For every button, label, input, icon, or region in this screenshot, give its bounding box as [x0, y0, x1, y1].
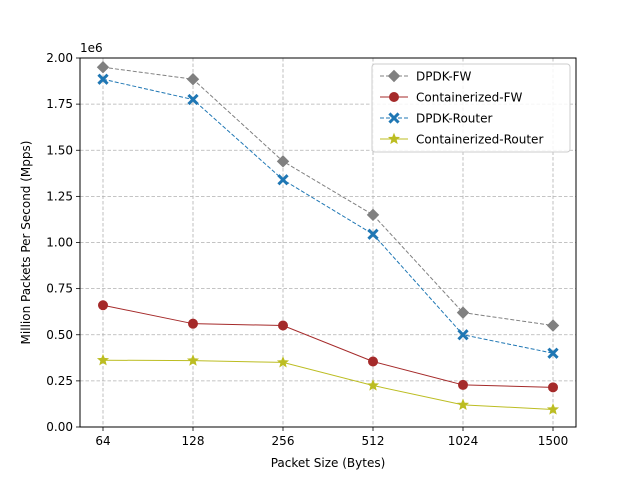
- x-tick-label: 256: [272, 434, 295, 448]
- data-point-dpdk-fw: [456, 306, 470, 319]
- data-point-containerized-router: [456, 398, 470, 410]
- data-point-dpdk-fw: [546, 319, 560, 332]
- y-tick-label: 1.50: [46, 143, 73, 157]
- data-point-containerized-fw: [368, 356, 378, 367]
- data-point-dpdk-fw: [186, 73, 200, 86]
- legend-marker-containerized-router: [387, 132, 401, 145]
- data-point-dpdk-fw: [366, 208, 380, 222]
- series-line-containerized-router: [102, 359, 554, 410]
- legend-marker-dpdk-fw: [387, 69, 401, 83]
- data-point-containerized-fw: [548, 382, 558, 393]
- x-tick-label: 1500: [538, 434, 569, 448]
- data-point-dpdk-router: [367, 228, 379, 240]
- y-tick-label: 1.00: [46, 236, 73, 250]
- legend-label-dpdk-fw: DPDK-FW: [416, 70, 472, 84]
- series-containerized-router: [96, 353, 560, 415]
- x-tick-label: 512: [362, 434, 385, 448]
- series-dpdk-router: [97, 73, 559, 359]
- data-point-containerized-router: [276, 356, 290, 368]
- x-tick-label: 64: [95, 434, 110, 448]
- y-offset-label: 1e6: [80, 41, 103, 55]
- legend: DPDK-FW Containerized-FW DPDK-Router Contai…: [371, 63, 571, 153]
- legend-marker-dpdk-router: [388, 112, 400, 124]
- data-point-dpdk-fw: [96, 61, 110, 74]
- legend-box: [371, 63, 571, 153]
- series-containerized-fw: [98, 300, 558, 393]
- y-tick-label: 0.50: [46, 328, 73, 342]
- data-point-containerized-router: [366, 379, 380, 391]
- data-point-dpdk-router: [277, 174, 289, 186]
- series-line-dpdk-router: [102, 78, 554, 354]
- legend-marker-containerized-fw: [389, 92, 399, 102]
- x-axis-label: Packet Size (Bytes): [271, 456, 386, 470]
- data-point-containerized-fw: [458, 379, 468, 390]
- y-tick-label: 1.75: [46, 97, 73, 111]
- y-tick-label: 0.25: [46, 374, 73, 388]
- series-line-containerized-fw: [102, 304, 554, 388]
- legend-label-containerized-fw: Containerized-FW: [416, 91, 523, 105]
- y-tick-label: 1.25: [46, 189, 73, 203]
- data-point-containerized-router: [546, 403, 560, 415]
- series-line-dpdk-fw: [102, 66, 554, 327]
- data-point-dpdk-router: [97, 73, 109, 85]
- data-point-dpdk-fw: [276, 155, 290, 168]
- y-tick-label: 0.75: [46, 282, 73, 296]
- data-point-containerized-router: [186, 354, 200, 366]
- legend-label-dpdk-router: DPDK-Router: [416, 112, 492, 126]
- ticks: 64 128 256 512 1024 1500 0.00 0.25 0.50 0.75 1.00 1…: [46, 51, 568, 448]
- y-tick-label: 2.00: [46, 51, 73, 65]
- y-tick-label: 0.00: [46, 420, 73, 434]
- data-point-dpdk-router: [187, 93, 199, 106]
- data-point-containerized-fw: [188, 318, 198, 329]
- x-tick-label: 128: [182, 434, 205, 448]
- series-dpdk-fw: [96, 61, 560, 332]
- x-tick-label: 1024: [448, 434, 479, 448]
- data-point-dpdk-router: [547, 347, 559, 359]
- legend-label-containerized-router: Containerized-Router: [416, 133, 543, 147]
- data-point-containerized-fw: [98, 300, 108, 311]
- data-point-containerized-fw: [278, 320, 288, 331]
- y-axis-label: Million Packets Per Second (Mpps): [19, 141, 33, 345]
- series-layer: [96, 61, 560, 415]
- data-point-dpdk-router: [457, 329, 469, 341]
- data-point-containerized-router: [96, 353, 110, 366]
